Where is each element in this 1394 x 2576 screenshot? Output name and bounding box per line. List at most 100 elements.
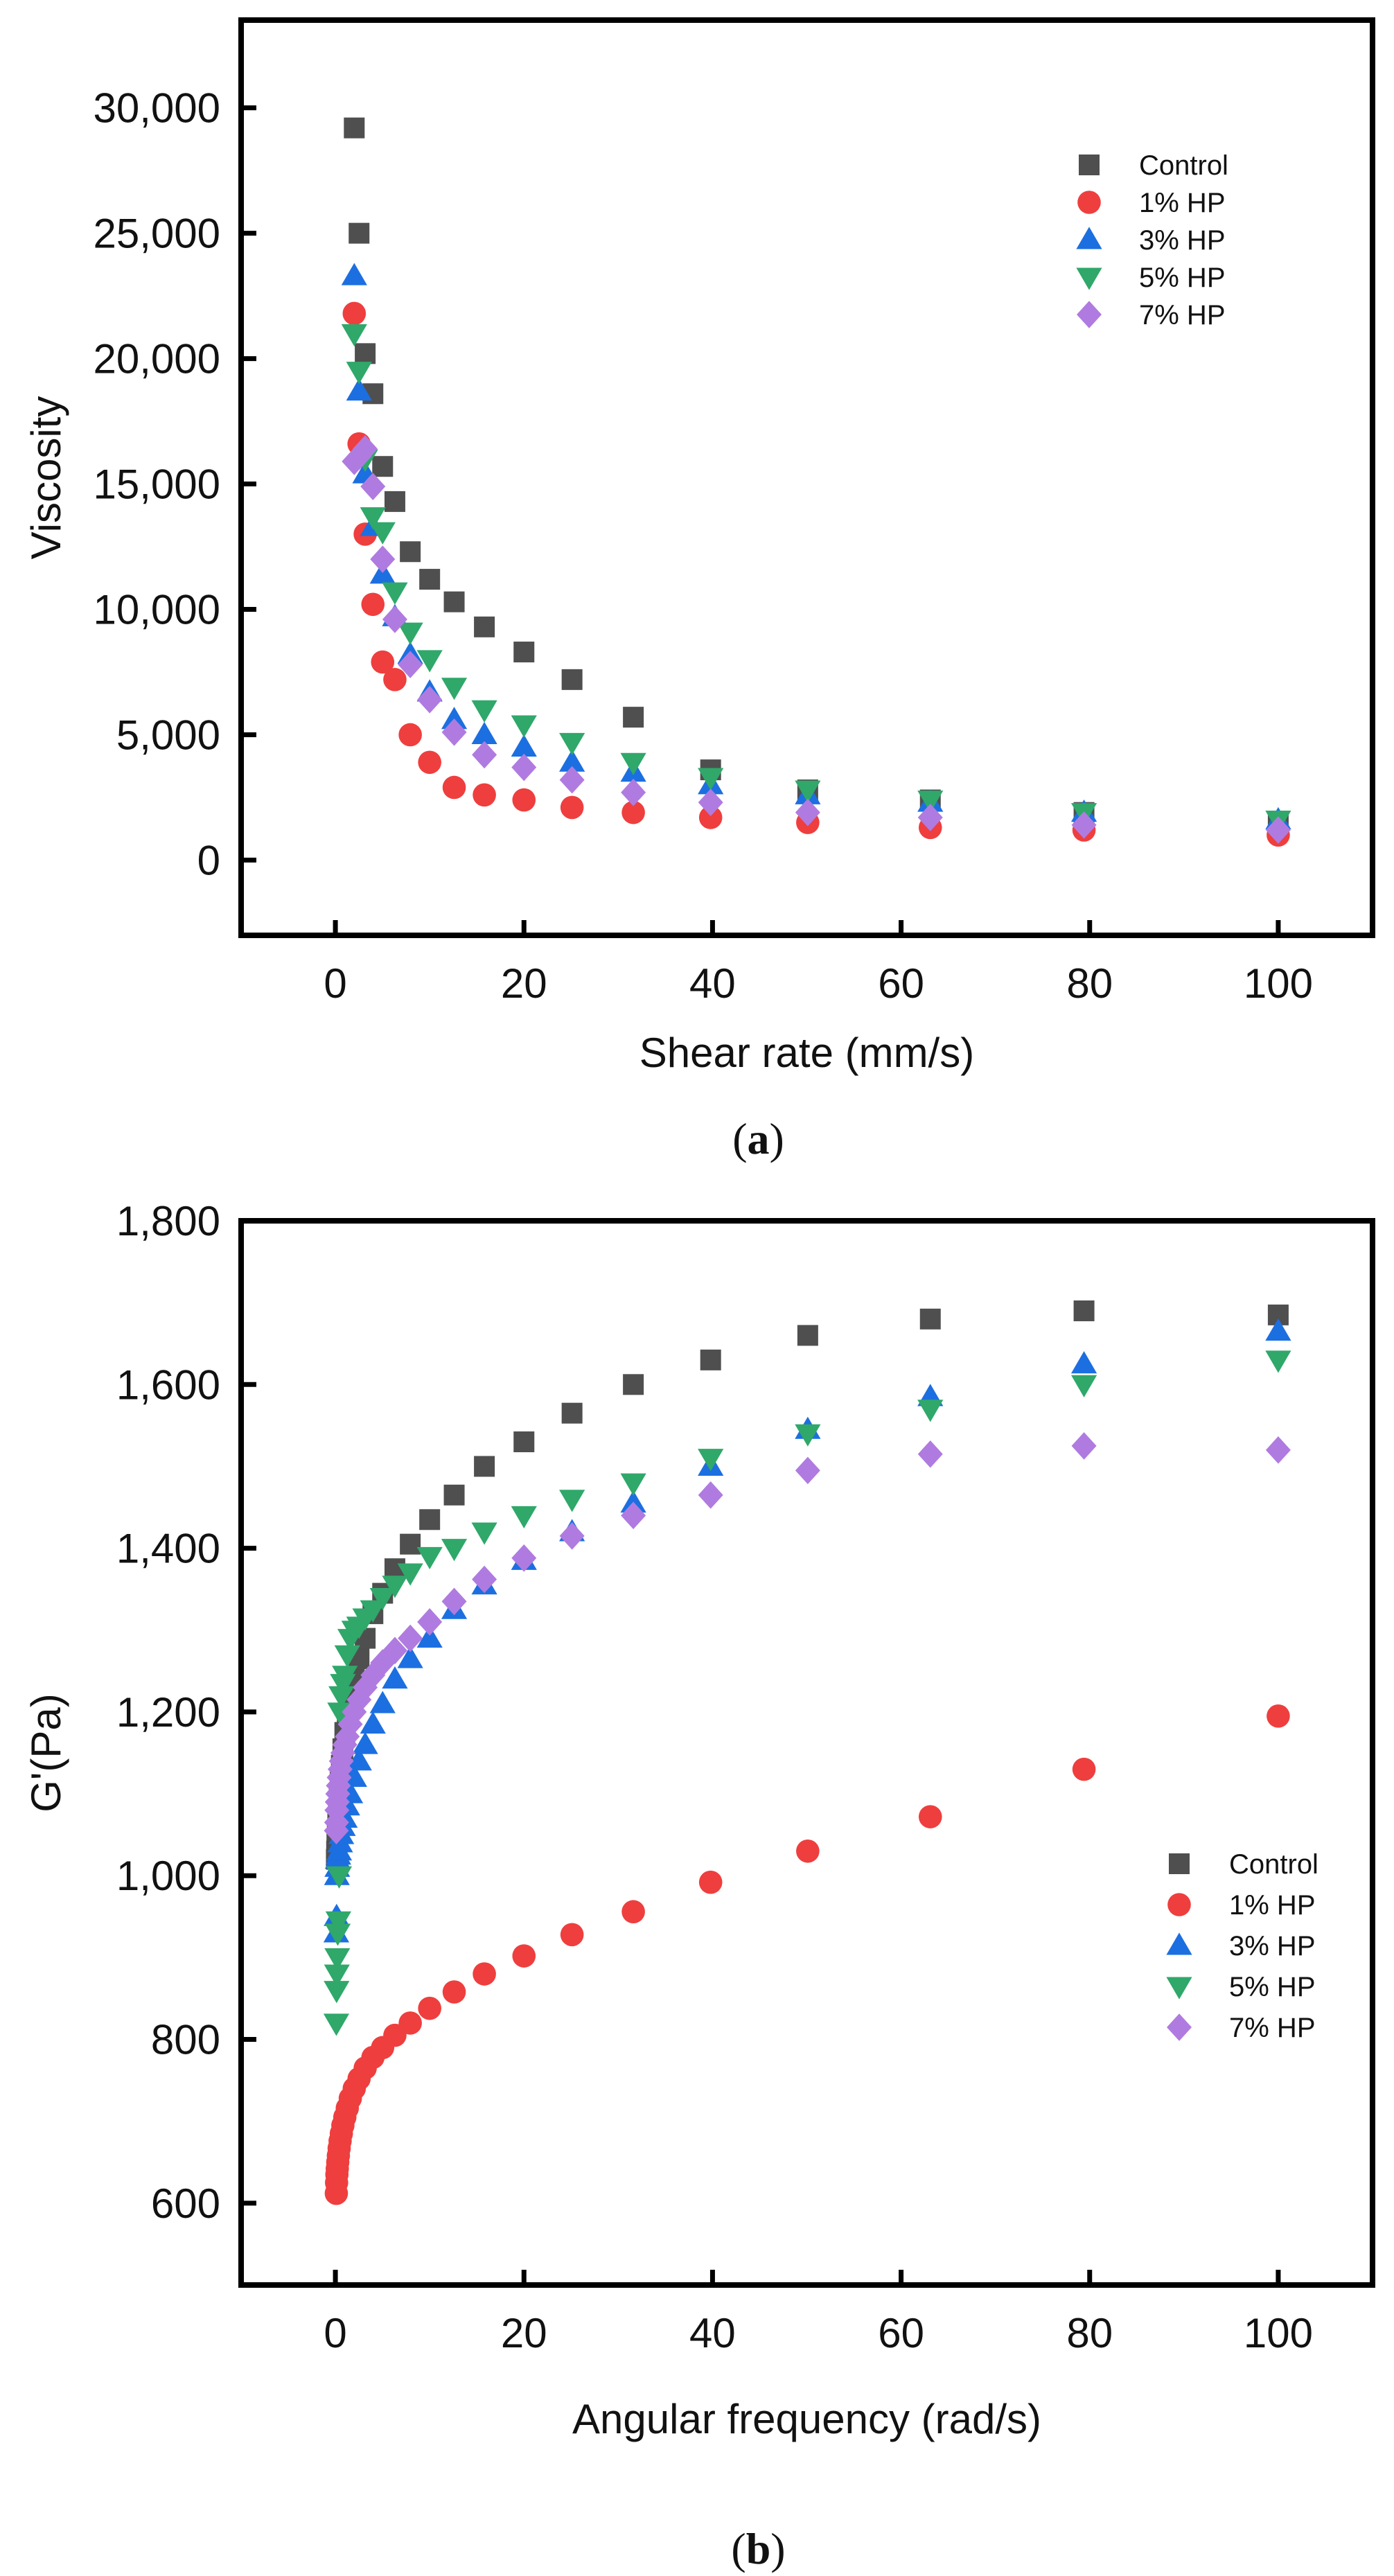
data-point [441, 707, 468, 730]
data-point [473, 783, 496, 807]
data-point [472, 1565, 497, 1594]
data-point [442, 1980, 466, 2004]
caption-paren: ) [770, 1114, 784, 1163]
data-point [698, 1449, 724, 1472]
data-point [397, 622, 423, 645]
legend-label: 7% HP [1229, 2013, 1316, 2043]
data-point [441, 718, 467, 746]
legend-label: 1% HP [1229, 1890, 1316, 1921]
data-point [346, 1686, 372, 1713]
data-point [511, 1506, 537, 1528]
y-tick-label: 5,000 [116, 712, 220, 758]
data-point [1071, 1432, 1097, 1460]
data-point [698, 1870, 723, 1894]
data-point [620, 1473, 646, 1496]
data-point [511, 715, 537, 738]
data-point [621, 800, 645, 824]
series-5-hp [341, 324, 1291, 833]
y-tick-label: 30,000 [93, 85, 220, 132]
data-point [384, 491, 405, 512]
x-tick-label: 80 [1066, 2310, 1113, 2356]
legend-marker [1166, 1977, 1192, 2000]
data-point [441, 1587, 467, 1616]
y-tick-label: 0 [197, 837, 220, 883]
data-point [341, 263, 367, 285]
data-point [1070, 1351, 1097, 1374]
data-point [419, 569, 441, 590]
data-point [795, 798, 820, 827]
y-tick-label: 1,400 [116, 1526, 220, 1572]
legend-label: 1% HP [1139, 188, 1226, 218]
data-point [511, 734, 537, 757]
data-point [919, 1308, 941, 1330]
data-point [398, 2011, 422, 2035]
data-point [561, 669, 583, 690]
y-tick-label: 600 [151, 2180, 220, 2227]
data-point [361, 592, 385, 617]
data-point [698, 768, 724, 791]
data-point [559, 1490, 585, 1512]
data-point [442, 775, 466, 800]
data-point [471, 721, 497, 744]
data-point [623, 1374, 644, 1395]
caption-letter: a [748, 1114, 770, 1163]
caption-paren: ( [731, 2524, 745, 2573]
data-point [382, 1637, 407, 1665]
data-point [621, 778, 646, 806]
data-point [400, 1533, 421, 1555]
data-point [417, 1608, 443, 1636]
data-point [441, 678, 468, 700]
data-point [352, 1731, 378, 1754]
data-point [416, 650, 443, 673]
x-tick-label: 0 [324, 2310, 346, 2356]
data-point [382, 582, 408, 605]
x-tick-label: 60 [878, 960, 924, 1007]
data-point [561, 1402, 583, 1424]
y-tick-label: 1,800 [116, 1198, 220, 1244]
data-point [360, 507, 386, 530]
data-point [620, 752, 646, 775]
data-point [397, 1646, 423, 1668]
legend-label: Control [1229, 1849, 1318, 1880]
plot-frame [238, 17, 1375, 938]
data-point [369, 1691, 396, 1713]
caption-letter: b [746, 2524, 771, 2573]
y-tick-label: 1,200 [116, 1689, 220, 1736]
data-point [474, 616, 495, 637]
legend: Control 1% HP 3% HP 5% HP 7% HP [1076, 150, 1228, 330]
data-point [346, 362, 372, 385]
legend-marker [1166, 1932, 1192, 1955]
data-point [796, 1839, 820, 1863]
legend-label: 7% HP [1139, 300, 1226, 330]
data-point [1071, 811, 1097, 839]
data-point [560, 795, 584, 820]
series-7-hp [342, 435, 1291, 844]
data-point [416, 1625, 443, 1648]
data-point [346, 378, 372, 401]
legend-label: Control [1139, 150, 1228, 181]
y-axis-title: G'(Pa) [23, 1693, 69, 1812]
data-point [1265, 1436, 1291, 1464]
y-tick-label: 25,000 [93, 211, 220, 257]
data-point [360, 1711, 386, 1734]
y-axis-title: Viscosity [23, 396, 69, 560]
data-point [417, 685, 443, 714]
data-point [700, 1349, 721, 1370]
data-point [623, 707, 644, 728]
legend-label: 5% HP [1139, 263, 1226, 293]
x-axis-title: Angular frequency (rad/s) [572, 2396, 1041, 2442]
data-point [348, 222, 370, 244]
y-tick-label: 20,000 [93, 336, 220, 382]
data-point [324, 1923, 351, 1946]
data-point [795, 1456, 820, 1485]
y-tick-label: 800 [151, 2017, 220, 2063]
data-point [1072, 1757, 1096, 1781]
series-control [326, 1300, 1289, 1870]
data-point [917, 1440, 943, 1468]
data-point [795, 1424, 821, 1447]
data-point [382, 606, 407, 633]
data-point [917, 791, 944, 813]
data-point [513, 642, 535, 663]
data-point [397, 1563, 423, 1586]
legend-marker [1076, 267, 1102, 290]
